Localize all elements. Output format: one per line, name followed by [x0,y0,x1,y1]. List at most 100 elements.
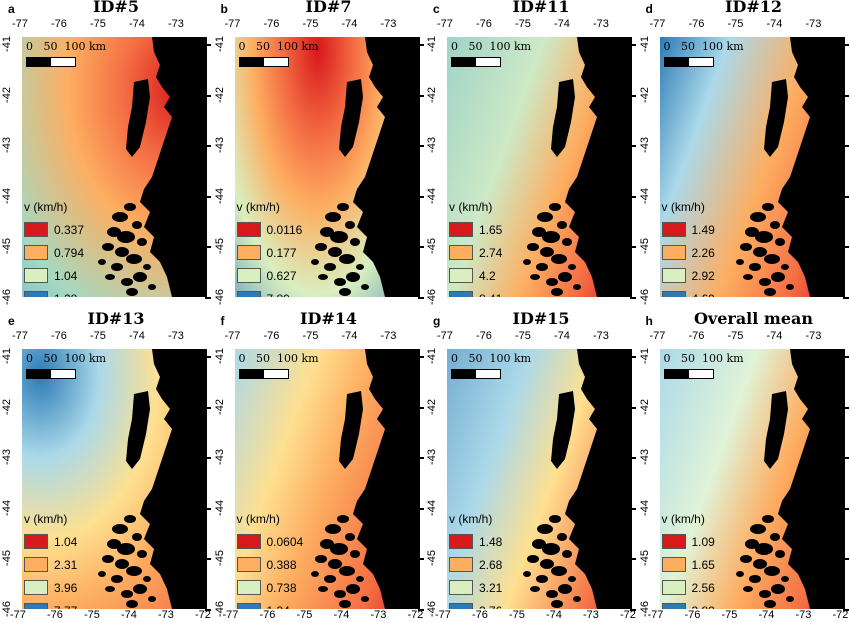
island-shape [319,227,334,237]
island-shape [763,566,780,576]
right-axis-tick [417,94,424,97]
legend-entry: 0.388 [236,553,304,576]
legend-value: 1.04 [54,268,78,283]
top-axis-tick-label: -77 [224,330,241,342]
chiloe-island-shape [763,79,788,157]
left-axis-tick-label: -42 [213,398,226,415]
right-axis-tick [205,145,211,147]
mainland-shape [140,349,207,609]
right-axis-tick [630,558,636,560]
left-axis-tick-label: -45 [213,550,226,566]
velocity-legend: v (km/h) 1.48 2.68 3.21 3.76 [449,512,502,609]
island-shape [143,264,151,270]
right-axis-tick [630,296,636,299]
island-shape [126,288,138,296]
right-axis-tick [417,457,424,459]
legend-value: 1.04 [54,534,78,549]
island-shape [126,254,142,264]
scale-bar: 0 50 100 km [26,40,106,67]
legend-value: 2.74 [479,245,503,260]
scale-bar-label: 0 50 100 km [451,352,532,365]
island-shape [317,274,328,280]
legend-value: 8.41 [479,292,502,298]
top-axis-tick-label: -77 [649,330,666,342]
bottom-axis-tick-label: -76 [684,609,701,621]
island-shape [324,212,341,222]
island-shape [542,543,560,555]
bottom-axis-tick-label: -75 [84,609,100,621]
island-shape [754,543,773,555]
velocity-map: 0 50 100 km v (km/h) 0.0604 0.388 0.738 1.34 [234,349,420,609]
left-axis-tick-label: -45 [213,238,226,254]
legend-swatch [449,557,473,572]
island-shape [148,284,156,290]
island-shape [355,576,364,582]
right-axis-tick [630,457,636,459]
island-shape [558,272,572,282]
top-axis-tick-label: -75 [302,18,319,30]
right-axis-tick [630,195,636,198]
bottom-axis-tick-label: -73 [370,609,387,621]
mainland-shape [352,349,420,609]
left-axis-tick-label: -46 [1,288,13,305]
panel-letter: a [8,2,15,16]
coastline-layer [310,349,420,609]
left-axis-tick-label: -41 [426,36,438,52]
island-shape [536,263,548,271]
legend-title: v (km/h) [661,200,705,214]
coastline-layer [98,37,207,297]
left-axis-tick-label: -44 [638,499,651,516]
right-axis-tick [630,145,636,147]
right-axis-tick [417,145,424,147]
scale-bar-label: 0 50 100 km [663,352,744,365]
legend-entry: 1.48 [449,530,502,553]
left-axis-tick-label: -41 [426,348,438,364]
legend-swatch [236,580,261,595]
panel-letter: e [8,314,15,328]
island-shape [115,559,129,569]
left-axis-tick-label: -44 [426,187,438,204]
left-axis-tick-label: -43 [213,137,226,153]
right-axis-tick [417,608,424,611]
island-shape [121,590,133,598]
island-shape [536,575,548,583]
legend-value: 0.0116 [266,222,303,237]
top-axis-tick-label: -74 [766,18,783,30]
island-shape [111,575,123,583]
island-shape [338,600,351,608]
legend-value: 1.49 [691,222,715,237]
left-axis-tick-label: -42 [1,86,13,103]
legend-entry: 0.0604 [236,530,303,553]
right-axis-tick [417,44,424,46]
bottom-axis-tick-label: -73 [583,609,599,621]
bottom-axis-tick-label: -77 [435,609,451,621]
legend-swatch [24,268,48,283]
legend-entry: 3.76 [449,599,502,609]
bottom-axis-tick-label: -73 [158,609,174,621]
right-axis-tick [630,608,636,611]
legend-swatch [236,222,261,237]
left-axis-tick-label: -41 [213,348,226,364]
island-shape [568,264,576,270]
left-axis-tick-label: -41 [1,348,13,364]
island-shape [735,571,744,577]
velocity-map: 0 50 100 km v (km/h) 1.49 2.26 2.92 4.69 [659,37,845,297]
coastline-layer [735,349,845,609]
panel-letter: d [645,2,653,16]
left-axis-tick-label: -42 [213,86,226,103]
panel-title: ID#5 [93,0,139,16]
panel-letter: h [645,314,653,328]
coastline-layer [523,37,632,297]
map-panel-f: f ID#14 -77 -76 -75 -74 -73 -41 -42 -43 -44 -45 -46 0… [213,309,425,622]
island-shape [126,600,138,608]
top-axis-tick-label: -73 [593,18,609,30]
legend-title: v (km/h) [24,512,68,526]
top-axis-tick-label: -77 [649,18,666,30]
island-shape [124,203,136,211]
island-shape [742,586,753,592]
island-shape [310,571,319,577]
left-axis-tick-label: -44 [426,499,438,516]
legend-entry: 8.41 [449,287,502,297]
legend-entry: 0.627 [236,264,303,287]
bottom-axis-tick-label: -76 [472,609,488,621]
